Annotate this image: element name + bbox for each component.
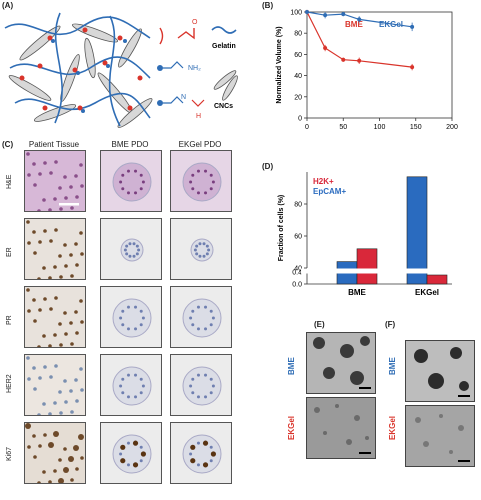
data-point-ekgel xyxy=(357,17,362,22)
x-tick-label: BME xyxy=(348,288,366,297)
row-label: Ki67 xyxy=(6,446,13,461)
histology-tile xyxy=(24,218,86,280)
hydrogel-schematic: O NH₂ N H Gelatin CNCs xyxy=(4,12,238,128)
row-label: H&E xyxy=(6,174,13,189)
f-label-bme: BME xyxy=(388,357,397,375)
legend-bme: BME xyxy=(345,20,363,29)
row-label: HER2 xyxy=(6,374,13,393)
panel-label-f: (F) xyxy=(385,320,396,329)
e-ekgel-image xyxy=(306,397,376,459)
svg-text:H: H xyxy=(196,113,201,120)
axis-break xyxy=(301,268,454,274)
e-label-ekgel: EKGel xyxy=(287,415,296,440)
x-tick-label: 100 xyxy=(374,124,386,131)
chart-b: 0 20 40 60 80 100 0 50 100 150 200 Normalized Volum… xyxy=(276,10,458,132)
data-point-ekgel xyxy=(305,10,309,14)
data-point-ekgel xyxy=(341,12,346,17)
data-point-bme xyxy=(357,58,362,63)
legend-ekgel: EKGel xyxy=(379,20,403,29)
legend-h2k: H2K+ xyxy=(313,177,334,186)
histology-tile xyxy=(170,150,232,212)
x-tick-label: 0 xyxy=(305,124,309,131)
y-tick-label: 0.4 xyxy=(292,270,302,277)
y-tick-label: 20 xyxy=(294,94,302,101)
col-title-ekgel: EKGel PDO xyxy=(178,140,222,149)
panel-label-c: (C) xyxy=(2,140,14,149)
e-label-bme: BME xyxy=(287,357,296,375)
col-title-bme: BME PDO xyxy=(111,140,149,149)
y-axis-label: Normalized Volume (%) xyxy=(276,26,283,103)
histology-tile xyxy=(170,286,232,348)
amine-icon xyxy=(157,65,163,71)
col-title-patient: Patient Tissue xyxy=(28,140,80,149)
y-tick-label: 80 xyxy=(294,202,302,209)
panel-label-e: (E) xyxy=(314,320,325,329)
histology-tile xyxy=(100,218,162,280)
histology-tile xyxy=(100,354,162,416)
data-point-bme xyxy=(410,65,415,70)
bar-epcam-ekgel xyxy=(406,176,428,285)
x-tick-label: EKGel xyxy=(415,288,439,297)
histology-tile xyxy=(100,286,162,348)
f-bme-image xyxy=(405,340,475,402)
histology-tile xyxy=(100,422,162,484)
e-bme-image xyxy=(306,332,376,394)
svg-text:O: O xyxy=(192,19,198,26)
y-tick-label: 100 xyxy=(290,10,302,17)
bar-h2k-ekgel xyxy=(426,274,448,285)
f-label-ekgel: EKGel xyxy=(388,415,397,440)
panel-label-b: (B) xyxy=(262,1,274,10)
data-point-bme xyxy=(323,46,328,51)
y-axis-label: Fraction of cells (%) xyxy=(278,195,285,262)
y-tick-label: 40 xyxy=(294,266,302,273)
row-label: PR xyxy=(6,315,13,325)
histology-tile xyxy=(24,150,86,212)
data-point-ekgel xyxy=(410,24,415,29)
x-tick-label: 200 xyxy=(446,124,458,131)
y-tick-label: 0 xyxy=(298,116,302,123)
x-tick-label: 50 xyxy=(339,124,347,131)
cnc-legend-icon xyxy=(213,70,237,90)
f-ekgel-image xyxy=(405,405,475,467)
y-tick-label: 60 xyxy=(294,52,302,59)
panel-label-a: (A) xyxy=(2,1,14,10)
histology-tile xyxy=(100,150,162,212)
legend-epcam: EpCAM+ xyxy=(313,187,346,196)
gelatin-legend-label: Gelatin xyxy=(212,43,236,50)
svg-text:NH₂: NH₂ xyxy=(188,65,201,72)
chart-d: 0.0 0.440 60 80 Fraction of cells (%) BME EKGe… xyxy=(278,172,454,297)
histology-tile xyxy=(24,286,86,348)
row-label: ER xyxy=(6,247,13,257)
histology-tile xyxy=(170,354,232,416)
data-point-bme xyxy=(341,57,346,62)
x-tick-label: 150 xyxy=(410,124,422,131)
cnc-legend-label: CNCs xyxy=(214,103,233,110)
y-tick-label: 60 xyxy=(294,234,302,241)
histology-tile xyxy=(170,422,232,484)
data-point-ekgel xyxy=(323,13,328,18)
y-tick-label: 40 xyxy=(294,73,302,80)
y-tick-label: 0.0 xyxy=(292,282,302,289)
gelatin-legend-icon xyxy=(211,26,237,34)
svg-text:N: N xyxy=(181,94,186,101)
histology-tile xyxy=(24,354,86,416)
histology-tile xyxy=(24,422,86,484)
panel-label-d: (D) xyxy=(262,162,274,171)
y-tick-label: 80 xyxy=(294,31,302,38)
histology-tile xyxy=(170,218,232,280)
bar-h2k-bme xyxy=(356,248,378,285)
